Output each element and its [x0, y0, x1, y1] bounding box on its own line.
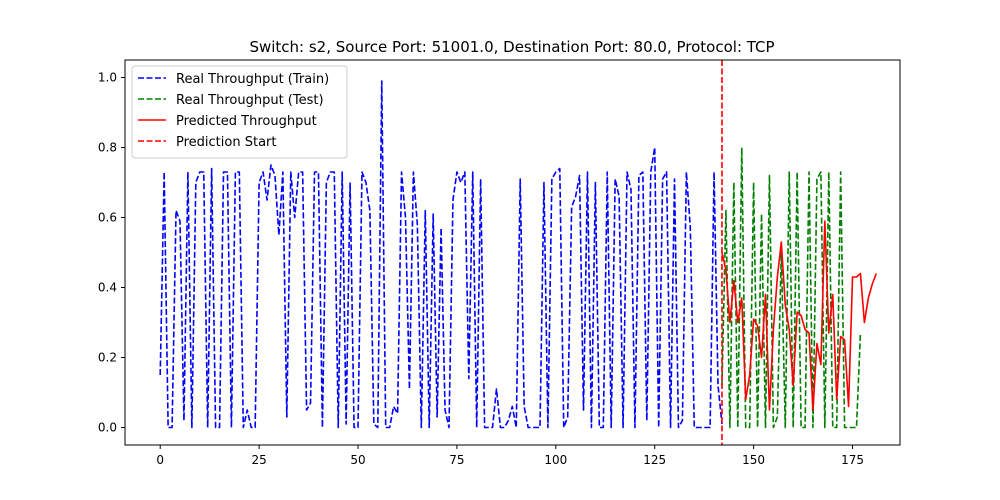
y-tick-label: 0.6: [98, 211, 117, 225]
series-line-3: [721, 220, 878, 411]
x-tick-label: 0: [156, 453, 164, 467]
x-tick-label: 125: [643, 453, 666, 467]
chart-title: Switch: s2, Source Port: 51001.0, Destin…: [249, 38, 774, 56]
x-tick-label: 50: [350, 453, 365, 467]
legend-label: Prediction Start: [176, 135, 276, 150]
plot-area: [159, 60, 878, 445]
x-tick-label: 75: [449, 453, 464, 467]
y-tick-label: 0.0: [98, 421, 117, 435]
axis-ticks: 0 25 50 75 100 125 150 175 0.0 0.2 0.4 0.6 0.8 1.0: [98, 71, 864, 468]
y-tick-label: 1.0: [98, 71, 117, 85]
legend: Real Throughput (Train) Real Throughput (…: [131, 65, 348, 159]
legend-label: Predicted Throughput: [176, 114, 317, 129]
x-tick-label: 100: [544, 453, 567, 467]
legend-box: [131, 65, 348, 159]
y-tick-label: 0.4: [98, 281, 117, 295]
x-tick-label: 150: [742, 453, 765, 467]
x-tick-label: 175: [841, 453, 864, 467]
legend-label: Real Throughput (Test): [176, 93, 324, 108]
y-tick-label: 0.8: [98, 141, 117, 155]
x-tick-label: 25: [251, 453, 266, 467]
axes-frame: [124, 59, 901, 446]
y-tick-label: 0.2: [98, 351, 117, 365]
legend-label: Real Throughput (Train): [176, 72, 329, 87]
